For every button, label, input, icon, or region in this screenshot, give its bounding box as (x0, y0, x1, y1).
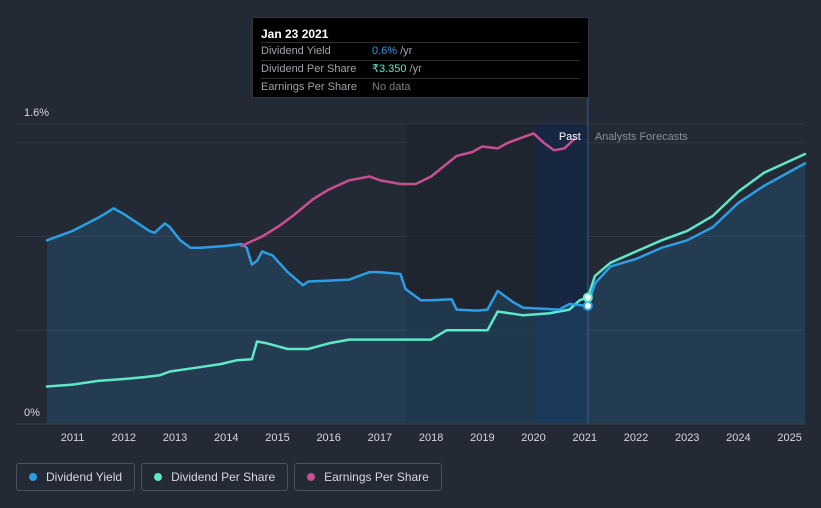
x-tick-label: 2015 (265, 432, 289, 444)
dividend-yield-marker (582, 300, 593, 311)
legend-label: Dividend Per Share (171, 470, 276, 484)
x-tick-label: 2024 (726, 432, 750, 444)
dividend-per-share-line (45, 152, 807, 388)
series-areas (47, 163, 805, 424)
hover-highlight-band (536, 124, 588, 424)
legend-dot-icon (29, 473, 37, 481)
legend-dot-icon (154, 473, 163, 481)
forecast-label: Analysts Forecasts (595, 131, 688, 143)
dividend-yield-area (47, 163, 805, 424)
legend-earnings-per-share[interactable]: Earnings Per Share (294, 463, 442, 491)
legend-label: Earnings Per Share (324, 470, 429, 484)
tooltip-value: ₹3.350 (372, 63, 407, 75)
hover-markers (582, 292, 593, 311)
x-tick-label: 2018 (419, 432, 443, 444)
x-tick-label: 2019 (470, 432, 494, 444)
tooltip-row-dividend-yield: Dividend Yield 0.6% /yr (261, 42, 580, 60)
y-tick-labels: 1.6% 0% (24, 107, 49, 419)
tooltip-value: No data (372, 81, 411, 93)
x-tick-label: 2025 (777, 432, 801, 444)
y-tick-label: 0% (24, 407, 40, 419)
earnings-per-share-line (240, 132, 576, 248)
x-tick-label: 2014 (214, 432, 238, 444)
tooltip-value: 0.6% (372, 45, 398, 57)
y-tick-label: 1.6% (24, 107, 49, 119)
x-tick-label: 2012 (112, 432, 136, 444)
hover-tooltip: Jan 23 2021 Dividend Yield 0.6% /yr Divi… (252, 17, 589, 98)
legend-dividend-yield[interactable]: Dividend Yield (16, 463, 136, 491)
x-tick-label: 2016 (316, 432, 340, 444)
legend-dot-icon (307, 473, 316, 481)
series-lines (45, 132, 807, 388)
tooltip-label: Dividend Per Share (261, 63, 357, 75)
tooltip-label: Earnings Per Share (261, 81, 357, 93)
x-tick-labels: 2011 2012 2013 2014 2015 2016 2017 2018 2019 2020… (61, 432, 802, 444)
tooltip-label: Dividend Yield (261, 45, 331, 57)
x-tick-label: 2023 (675, 432, 699, 444)
x-tick-label: 2011 (61, 432, 85, 444)
dividend-per-share-marker (582, 292, 593, 303)
past-label: Past (559, 131, 581, 143)
x-tick-label: 2017 (368, 432, 392, 444)
x-tick-label: 2022 (624, 432, 648, 444)
tooltip-row-earnings-per-share: Earnings Per Share No data (261, 78, 580, 96)
tooltip-date: Jan 23 2021 (261, 27, 329, 41)
x-tick-label: 2013 (163, 432, 187, 444)
x-tick-label: 2021 (573, 432, 597, 444)
legend-dividend-per-share[interactable]: Dividend Per Share (141, 463, 289, 491)
chart-legend: Dividend Yield Dividend Per Share Earnin… (16, 463, 442, 491)
dividend-yield-line (45, 162, 807, 312)
tooltip-row-dividend-per-share: Dividend Per Share ₹3.350 /yr (261, 60, 580, 78)
legend-label: Dividend Yield (46, 470, 123, 484)
x-tick-label: 2020 (521, 432, 545, 444)
tooltip-unit: /yr (409, 63, 422, 75)
tooltip-unit: /yr (400, 45, 413, 57)
